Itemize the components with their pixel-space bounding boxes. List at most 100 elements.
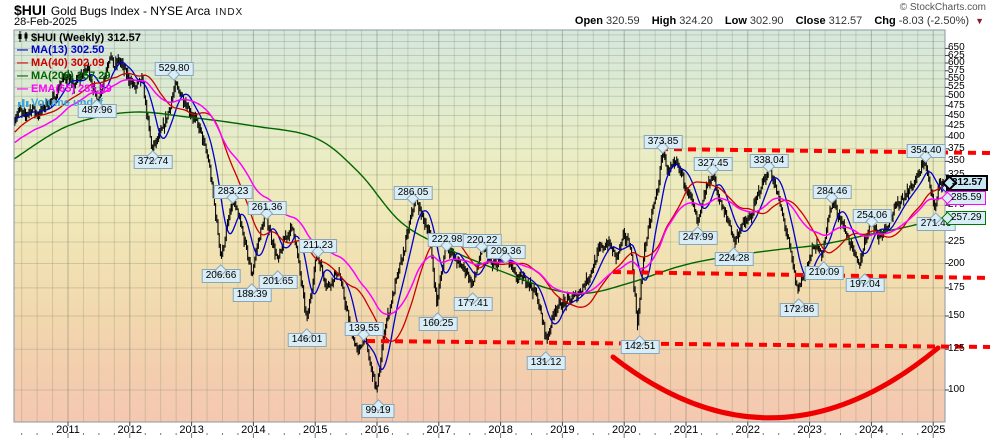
y-axis-tick-label: 550 [948, 72, 965, 84]
callout-value: 188.39 [236, 289, 268, 300]
price-callout: 286.05 [393, 186, 433, 205]
down-triangle-icon: ▼ [975, 16, 984, 26]
callout-value: 201.65 [262, 276, 294, 287]
x-axis-year-label: 2014 [241, 424, 266, 436]
y-axis-tick-label: 150 [948, 310, 965, 321]
x-axis-year-label: 2018 [488, 424, 513, 436]
y-axis-tick-label: 600 [948, 57, 965, 68]
x-axis-year-label: 2022 [735, 424, 761, 436]
volume-bars-icon [17, 96, 31, 111]
callout-value: 487.96 [81, 105, 113, 116]
index-name: Gold Bugs Index - NYSE Arca [50, 4, 211, 18]
low-value: 302.90 [749, 15, 784, 27]
y-axis-tick-label: 350 [948, 155, 965, 167]
price-callout: 139.55 [344, 322, 384, 341]
callout-value: 99.19 [365, 405, 391, 416]
price-callout: 211.23 [299, 239, 337, 258]
close-value: 312.57 [828, 15, 863, 27]
callout-value: 354.40 [910, 145, 942, 156]
callout-value: 220.22 [466, 235, 498, 246]
candlestick-icon [17, 31, 31, 46]
y-axis-tick-label: 375 [948, 142, 965, 154]
copyright-label: © StockCharts.com [899, 2, 986, 13]
chart-header: $HUI Gold Bugs Index - NYSE Arca INDX © St… [0, 0, 990, 28]
y-axis-tick-label: 125 [948, 343, 965, 355]
price-callout: 224.28 [714, 247, 754, 266]
quote-row: Open 320.59 High 324.20 Low 302.90 Close 312… [566, 15, 984, 27]
callout-value: 210.09 [808, 267, 840, 278]
price-callout: 338.04 [749, 154, 789, 173]
price-callout: 487.96 [77, 99, 117, 118]
open-label: Open [574, 15, 604, 27]
legend-row: — MA(40) 302.09 [17, 57, 141, 70]
y-axis-tick-label: 325 [948, 169, 965, 180]
callout-value: 197.04 [849, 279, 881, 290]
y-axis-tick-label: 500 [948, 90, 965, 102]
callout-value: 211.23 [303, 240, 333, 251]
y-axis-tick-label: 200 [948, 257, 965, 269]
price-callout: 201.65 [258, 270, 298, 289]
legend-label: MA(13) 302.50 [31, 44, 105, 56]
price-callout: 247.99 [678, 226, 718, 245]
callout-value: 160.25 [422, 318, 454, 329]
exchange-label: INDX [215, 7, 244, 18]
callout-value: 286.05 [397, 187, 429, 198]
legend-label: MA(208) 257.29 [31, 70, 111, 82]
line-dash-icon: — [17, 70, 28, 82]
x-axis-year-label: 2019 [550, 424, 575, 436]
callout-value: 373.85 [647, 136, 679, 147]
x-axis-year-label: 2015 [302, 424, 328, 436]
price-callout: 197.04 [845, 273, 885, 292]
callout-value: 283.23 [217, 186, 249, 197]
symbol-label: $HUI [14, 2, 46, 18]
price-callout: 284.46 [812, 185, 852, 204]
callout-value: 271.46 [920, 218, 952, 229]
low-label: Low [724, 15, 747, 27]
y-axis-tick-label: 650 [948, 42, 965, 54]
price-callout: 142.51 [620, 335, 660, 354]
y-axis-tick-label: 175 [948, 281, 965, 293]
callout-value: 284.46 [816, 186, 848, 197]
price-callout: 206.66 [201, 264, 241, 283]
price-callout: 146.01 [287, 328, 327, 347]
x-axis-year-label: 2017 [426, 424, 452, 436]
callout-value: 146.01 [291, 334, 323, 345]
x-axis-year-label: 2021 [673, 424, 699, 436]
legend-label: EMA(65) 285.59 [31, 83, 112, 95]
x-axis-year-label: 2011 [56, 424, 80, 436]
x-axis-year-label: 2024 [859, 424, 884, 436]
legend-row: — MA(13) 302.50 [17, 44, 141, 57]
price-callout: 172.86 [779, 298, 819, 317]
callout-value: 327.45 [697, 158, 729, 169]
legend-label: $HUI (Weekly) 312.57 [31, 32, 141, 44]
line-dash-icon: — [17, 83, 28, 95]
last-value-badge: 312.57 [941, 175, 988, 191]
callout-value: 529.80 [158, 63, 190, 74]
price-callout: 131.12 [526, 351, 566, 370]
callout-value: 139.55 [348, 323, 380, 334]
price-callout: 529.80 [154, 62, 194, 81]
callout-value: 206.66 [205, 270, 237, 281]
callout-value: 142.51 [624, 341, 656, 352]
high-value: 324.20 [679, 15, 713, 27]
high-label: High [651, 15, 677, 27]
price-callout: 99.19 [361, 399, 395, 418]
chart-area[interactable]: $HUI (Weekly) 312.57— MA(13) 302.50— MA(40… [0, 28, 990, 438]
price-callout: 254.06 [852, 209, 892, 228]
date-label: 28-Feb-2025 [14, 16, 77, 28]
price-callout: 220.22 [462, 234, 502, 253]
price-callout: 373.85 [643, 135, 683, 154]
price-callout: 283.23 [213, 185, 253, 204]
chart-legend: $HUI (Weekly) 312.57— MA(13) 302.50— MA(40… [17, 31, 141, 109]
title-row: $HUI Gold Bugs Index - NYSE Arca INDX [14, 2, 243, 20]
callout-value: 372.74 [137, 156, 169, 167]
price-callout: 177.41 [453, 292, 493, 311]
close-label: Close [795, 15, 826, 27]
price-callout: 188.39 [232, 283, 272, 302]
legend-label: MA(40) 302.09 [31, 57, 105, 69]
line-dash-icon: — [17, 44, 28, 56]
x-axis-year-label: 2023 [797, 424, 822, 436]
plot-background [14, 30, 945, 422]
